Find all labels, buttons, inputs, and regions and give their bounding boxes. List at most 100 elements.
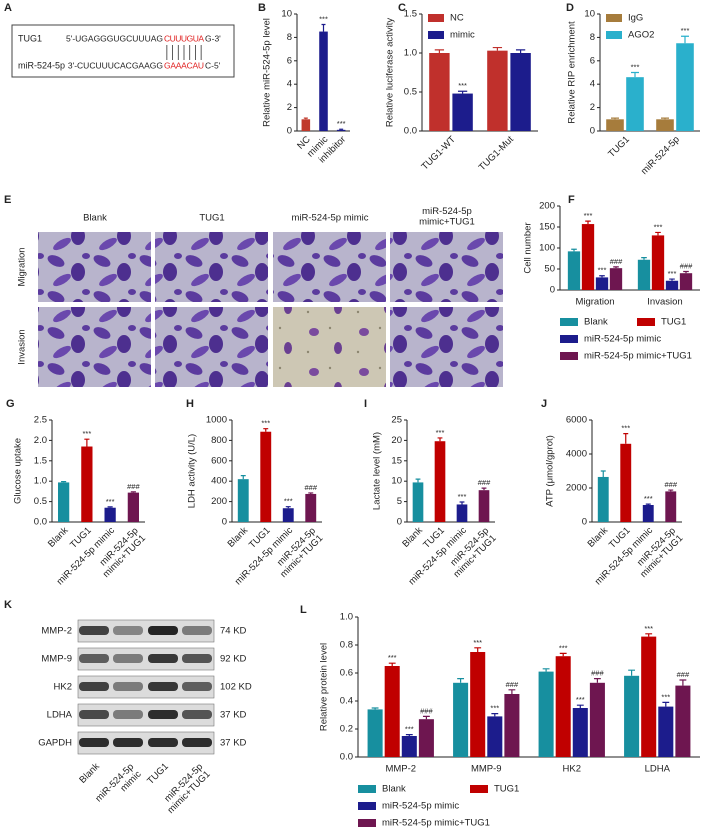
band-size: 37 KD xyxy=(220,738,247,749)
error-bar xyxy=(263,428,269,432)
legend-label: AGO2 xyxy=(628,30,654,41)
bar xyxy=(555,656,571,757)
column-header: miR-524-5p mimic+TUG1 xyxy=(419,206,475,227)
blot-band xyxy=(79,710,109,719)
blot-band xyxy=(148,738,178,747)
legend-swatch xyxy=(637,318,655,326)
bar xyxy=(301,119,311,131)
bar xyxy=(282,508,294,522)
panel-letter: J xyxy=(541,398,547,410)
error-bar xyxy=(422,715,430,720)
error-bar xyxy=(628,669,636,676)
error-bar xyxy=(303,117,308,120)
y-tick-label: 0 xyxy=(287,126,292,137)
legend-swatch xyxy=(606,31,622,39)
x-tick-label: MMP-9 xyxy=(471,764,502,775)
error-bar xyxy=(84,438,90,447)
error-bar xyxy=(571,248,577,252)
legend-label: Blank xyxy=(382,784,406,795)
bar xyxy=(620,443,632,522)
error-bar xyxy=(645,633,653,637)
y-axis-label: ATP (μmol/gprot) xyxy=(545,435,556,507)
y-tick-label: 0 xyxy=(582,517,587,528)
y-tick-label: 0 xyxy=(550,285,555,296)
significance: *** xyxy=(337,119,346,128)
bar xyxy=(319,31,328,131)
error-bar xyxy=(457,678,465,683)
y-tick-label: 800 xyxy=(211,435,227,446)
x-tick-label: Blank xyxy=(586,525,611,550)
micrograph xyxy=(155,232,268,302)
legend-swatch xyxy=(428,14,444,22)
y-axis-label: Relative RIP enrichment xyxy=(567,21,578,124)
error-bar xyxy=(321,23,326,32)
y-axis-label: Relative luciferase activity xyxy=(385,18,396,128)
error-bar xyxy=(515,49,526,53)
blot-strip xyxy=(77,731,215,755)
y-tick-label: 0 xyxy=(397,517,402,528)
legend-swatch xyxy=(358,785,376,793)
legend-label: TUG1 xyxy=(661,317,686,328)
bar xyxy=(624,675,640,757)
error-bar xyxy=(492,46,503,51)
y-axis-label: Relative protein level xyxy=(319,643,330,731)
blot-band xyxy=(113,626,143,635)
error-bar xyxy=(611,117,619,120)
y-tick-label: 4 xyxy=(590,79,595,90)
blot-band xyxy=(182,738,212,747)
blot-strip xyxy=(77,675,215,699)
y-tick-label: 0.0 xyxy=(34,517,47,528)
band-name: MMP-2 xyxy=(41,626,72,637)
panel-letter: B xyxy=(258,2,266,14)
legend-label: miR-524-5p mimic xyxy=(382,801,459,812)
error-bar xyxy=(559,652,567,657)
y-tick-label: 600 xyxy=(211,455,227,466)
y-tick-label: 0 xyxy=(590,126,595,137)
bar xyxy=(651,235,665,290)
bar xyxy=(487,716,503,757)
error-bar xyxy=(415,478,421,483)
y-tick-label: 2 xyxy=(287,102,292,113)
x-tick-group: TUG1-Mut xyxy=(477,134,516,173)
bar xyxy=(260,431,272,522)
significance: ### xyxy=(664,480,677,489)
legend-swatch xyxy=(560,318,578,326)
y-axis-label: Glucose uptake xyxy=(13,438,24,504)
blot-band xyxy=(113,710,143,719)
bar xyxy=(429,53,450,131)
error-bar xyxy=(434,49,445,53)
bar xyxy=(456,504,468,522)
sequence-box xyxy=(11,24,235,78)
x-tick-label: Migration xyxy=(575,297,614,308)
legend-swatch xyxy=(560,335,578,343)
bar xyxy=(478,490,490,522)
blot-band xyxy=(182,710,212,719)
error-bar xyxy=(600,470,606,477)
bar xyxy=(581,224,595,290)
band-name: GAPDH xyxy=(38,738,72,749)
error-bar xyxy=(683,270,689,274)
bar xyxy=(626,77,644,131)
legend-swatch xyxy=(470,785,488,793)
error-bar xyxy=(662,701,670,707)
blot-band xyxy=(79,682,109,691)
significance: *** xyxy=(490,704,499,713)
error-bar xyxy=(457,90,468,94)
bar xyxy=(589,682,605,757)
error-bar xyxy=(388,662,396,666)
error-bar xyxy=(576,704,584,708)
error-bar xyxy=(593,678,601,683)
bar xyxy=(453,682,469,757)
column-header: Blank xyxy=(83,213,107,224)
legend-label: mimic xyxy=(450,30,475,41)
micrograph xyxy=(390,232,503,302)
band-name: MMP-9 xyxy=(41,654,72,665)
y-tick-label: 100 xyxy=(539,243,555,254)
blot-strip xyxy=(77,647,215,671)
y-tick-label: 2.0 xyxy=(34,435,47,446)
error-bar xyxy=(474,647,482,652)
bar xyxy=(367,709,383,757)
panel-letter: E xyxy=(4,194,11,206)
y-tick-label: 2.5 xyxy=(34,415,47,426)
